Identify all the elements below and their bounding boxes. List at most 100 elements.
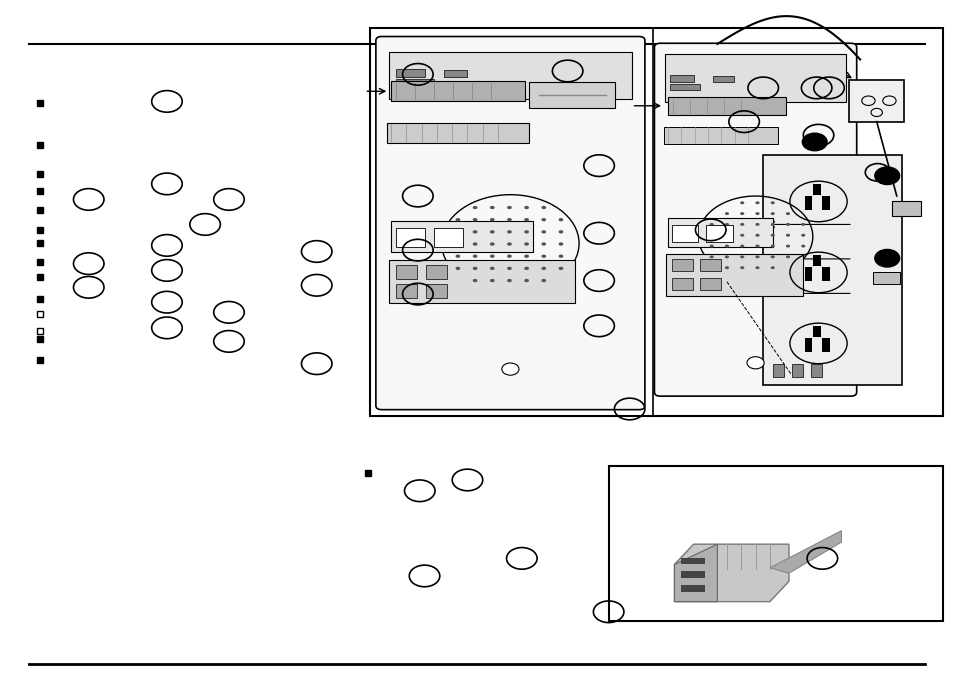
Circle shape	[541, 206, 545, 210]
Circle shape	[473, 255, 477, 258]
Circle shape	[507, 231, 511, 234]
Circle shape	[541, 231, 545, 234]
Circle shape	[524, 255, 528, 258]
Circle shape	[473, 231, 477, 234]
Circle shape	[740, 223, 743, 226]
Bar	[370, 28, 942, 416]
Polygon shape	[769, 531, 841, 573]
Circle shape	[524, 218, 528, 222]
Circle shape	[541, 267, 545, 270]
Circle shape	[785, 234, 789, 237]
Circle shape	[507, 267, 511, 270]
Circle shape	[558, 231, 562, 234]
Bar	[804, 267, 812, 281]
Bar	[762, 155, 901, 385]
Bar	[426, 285, 447, 298]
Bar	[395, 228, 424, 247]
Bar	[665, 254, 802, 295]
Bar	[810, 364, 821, 377]
Bar	[667, 218, 772, 247]
Circle shape	[541, 218, 545, 222]
Circle shape	[541, 243, 545, 246]
Circle shape	[541, 279, 545, 283]
Circle shape	[473, 218, 477, 222]
Bar	[426, 266, 447, 279]
Circle shape	[755, 234, 759, 237]
Bar	[395, 69, 424, 77]
Bar	[387, 123, 528, 143]
Bar	[663, 126, 778, 144]
Circle shape	[456, 243, 459, 246]
Circle shape	[490, 243, 494, 246]
Bar	[669, 75, 693, 82]
Circle shape	[770, 256, 774, 258]
Circle shape	[785, 212, 789, 215]
Circle shape	[755, 256, 759, 258]
Bar	[671, 224, 698, 242]
Bar	[391, 221, 532, 252]
Circle shape	[524, 267, 528, 270]
Bar	[872, 272, 899, 284]
Circle shape	[724, 256, 728, 258]
Circle shape	[755, 201, 759, 204]
Circle shape	[490, 218, 494, 222]
Bar	[434, 228, 462, 247]
Circle shape	[524, 231, 528, 234]
Circle shape	[709, 234, 713, 237]
Bar	[680, 558, 704, 564]
Circle shape	[770, 201, 774, 204]
Bar	[443, 70, 467, 77]
Bar	[667, 97, 785, 114]
Circle shape	[740, 212, 743, 215]
Circle shape	[507, 206, 511, 210]
Bar	[772, 364, 783, 377]
Bar	[821, 338, 829, 352]
Bar	[848, 80, 903, 122]
Circle shape	[501, 363, 518, 375]
Bar	[705, 224, 732, 242]
Circle shape	[785, 256, 789, 258]
Circle shape	[456, 218, 459, 222]
Circle shape	[507, 243, 511, 246]
Circle shape	[558, 255, 562, 258]
Circle shape	[801, 133, 826, 151]
Circle shape	[524, 206, 528, 210]
Circle shape	[740, 201, 743, 204]
Bar	[804, 196, 812, 210]
Circle shape	[490, 255, 494, 258]
Circle shape	[755, 266, 759, 269]
Bar	[669, 84, 700, 90]
Circle shape	[746, 357, 763, 369]
Circle shape	[801, 223, 804, 226]
Bar	[812, 326, 820, 337]
Circle shape	[785, 223, 789, 226]
Circle shape	[507, 255, 511, 258]
Circle shape	[724, 223, 728, 226]
Circle shape	[874, 167, 899, 185]
Circle shape	[473, 243, 477, 246]
Bar	[821, 196, 829, 210]
Circle shape	[524, 243, 528, 246]
Bar	[395, 266, 416, 279]
Circle shape	[456, 267, 459, 270]
Circle shape	[770, 212, 774, 215]
Bar	[804, 338, 812, 352]
Circle shape	[801, 245, 804, 247]
Circle shape	[740, 266, 743, 269]
Bar	[389, 51, 631, 99]
Circle shape	[755, 212, 759, 215]
Circle shape	[770, 266, 774, 269]
Circle shape	[770, 234, 774, 237]
Circle shape	[490, 279, 494, 283]
Circle shape	[456, 231, 459, 234]
Circle shape	[724, 266, 728, 269]
Circle shape	[770, 245, 774, 247]
Circle shape	[490, 267, 494, 270]
Circle shape	[724, 245, 728, 247]
Circle shape	[558, 267, 562, 270]
Circle shape	[755, 245, 759, 247]
Circle shape	[709, 245, 713, 247]
Circle shape	[785, 245, 789, 247]
Circle shape	[740, 256, 743, 258]
Bar	[671, 260, 692, 272]
